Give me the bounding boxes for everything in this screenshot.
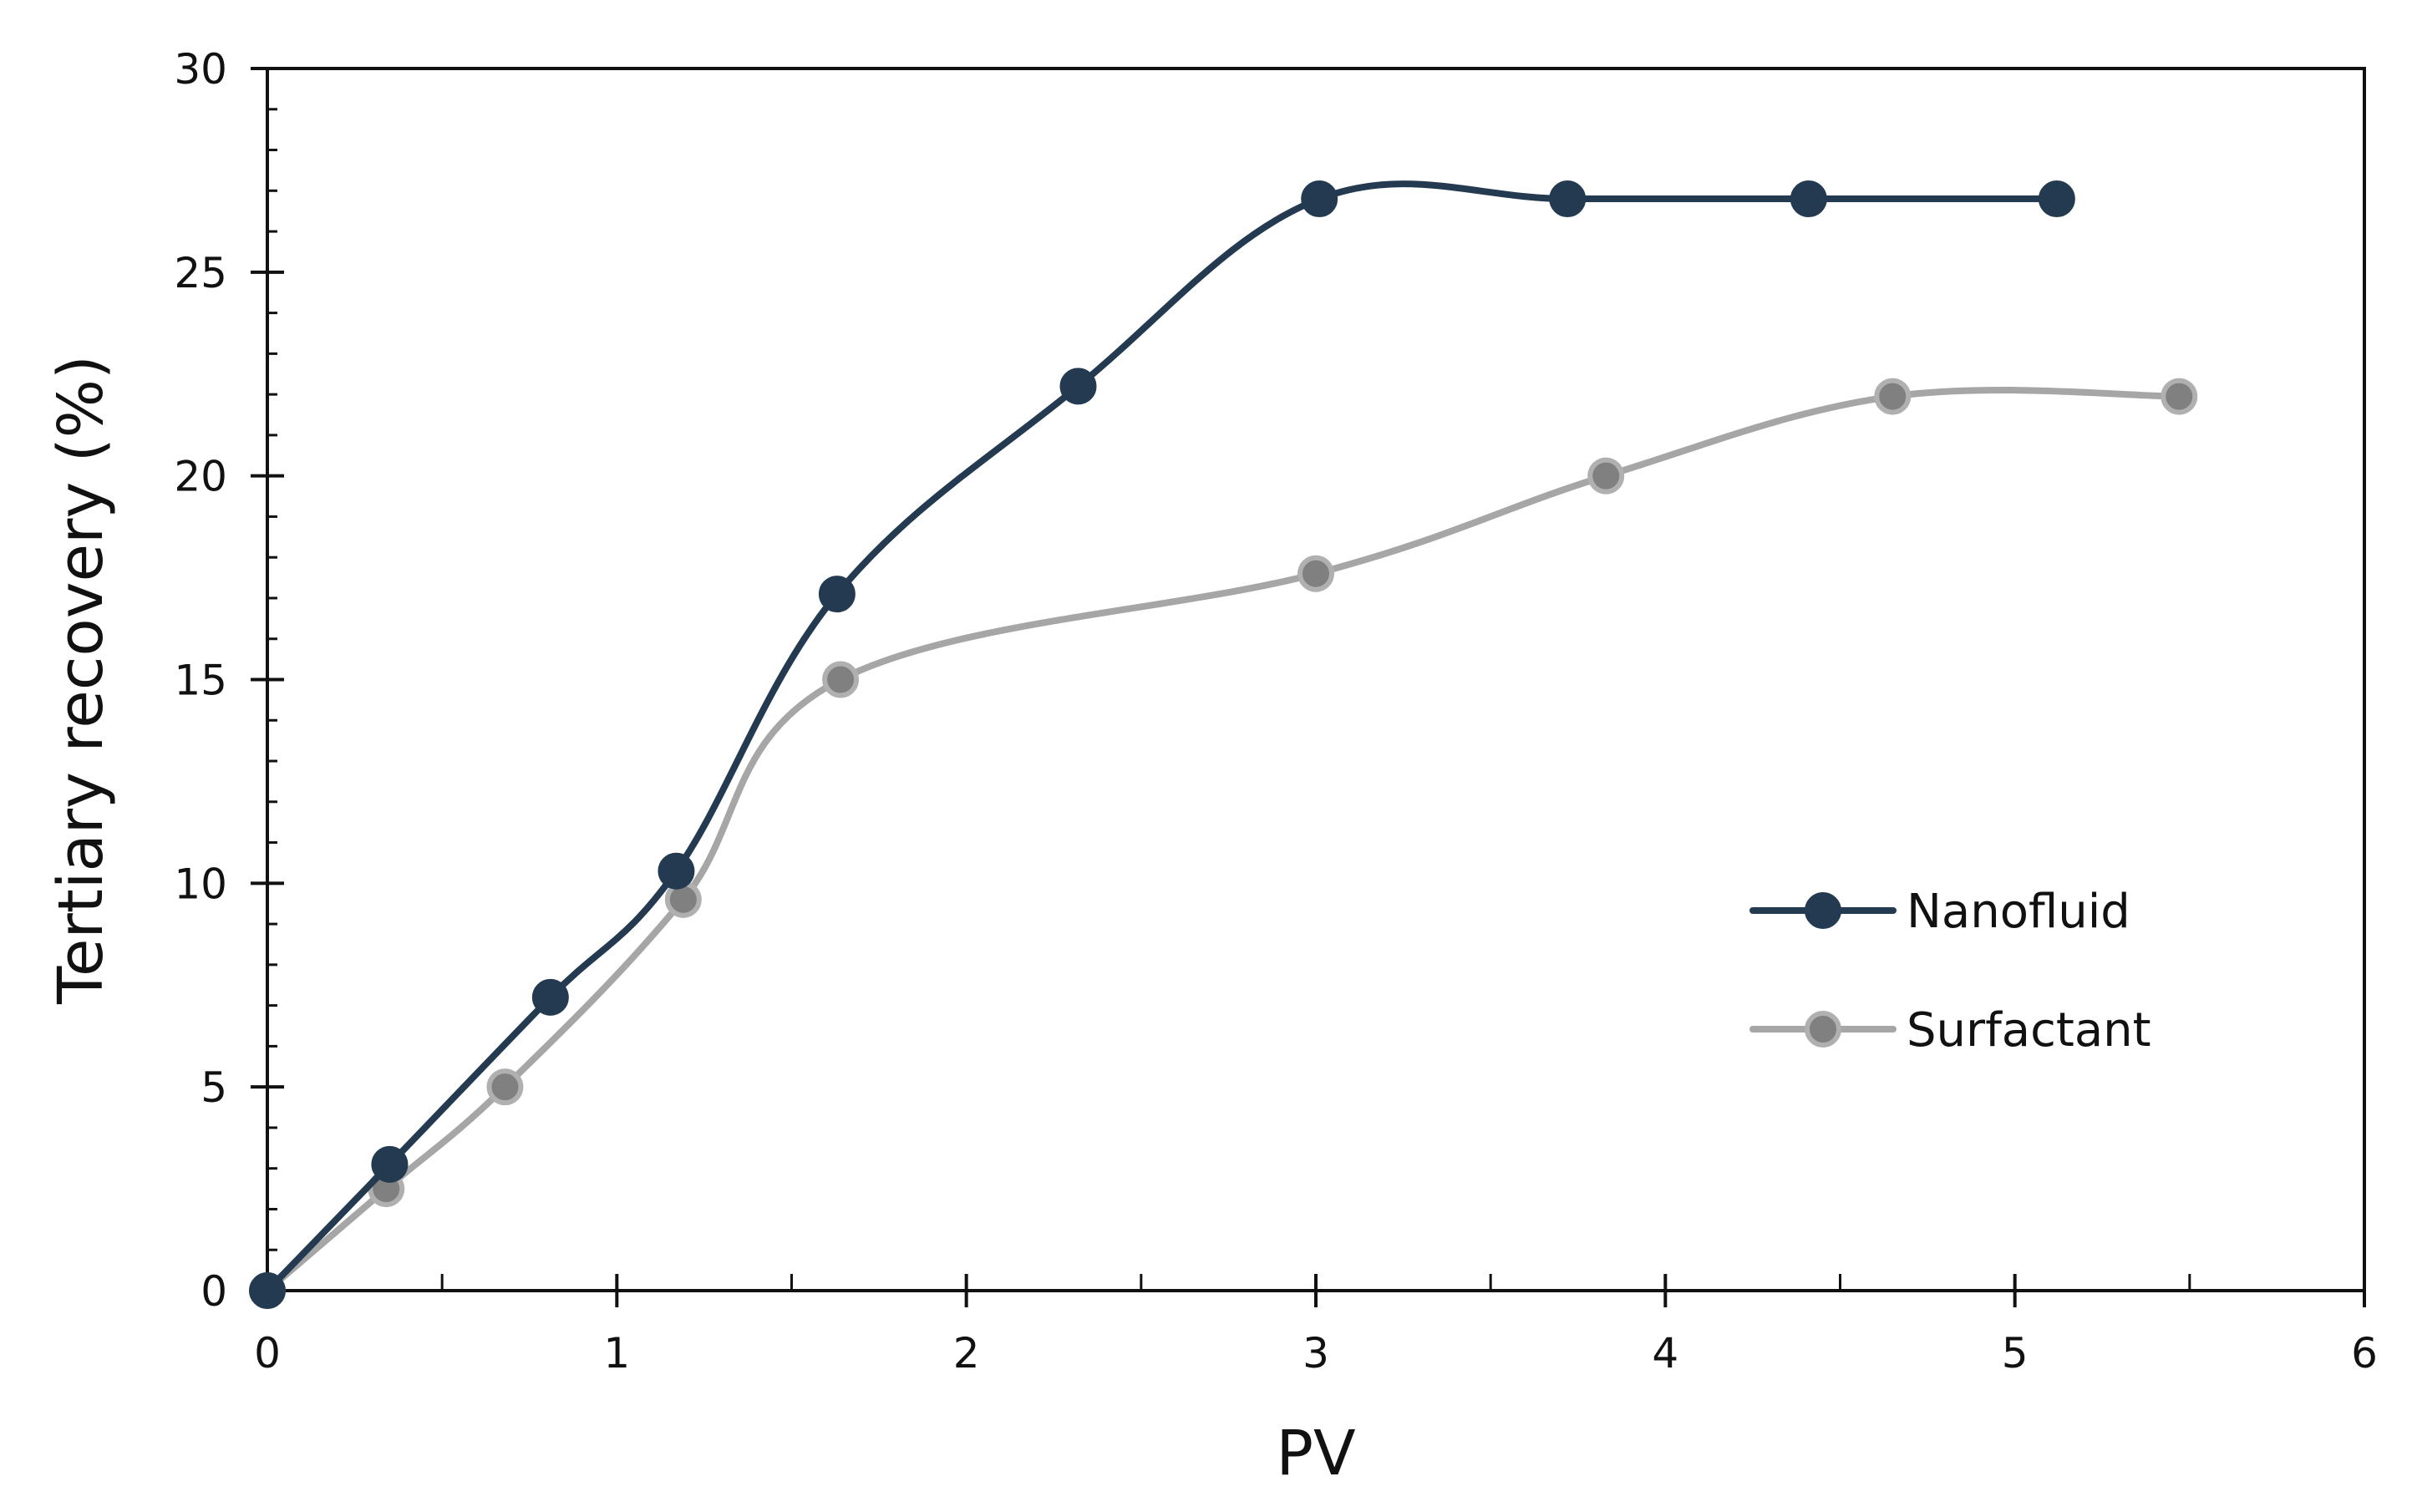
x-tick-label: 1: [603, 1329, 630, 1378]
y-tick-label: 5: [201, 1063, 227, 1112]
data-point-surfactant: [822, 661, 860, 698]
axes-group: 0 5 10 15 20 25 30 0 1 2 3 4 5 6: [174, 45, 2378, 1378]
legend-item-nanofluid: Nanofluid: [1749, 885, 2130, 939]
data-point-nanofluid: [371, 1145, 409, 1183]
data-point-nanofluid: [1059, 368, 1097, 405]
x-tick-label: 2: [953, 1329, 980, 1378]
data-point-surfactant: [1874, 378, 1912, 415]
x-tick-label: 4: [1652, 1329, 1678, 1378]
data-point-surfactant: [1297, 555, 1334, 592]
series-group: [249, 180, 2198, 1309]
data-point-surfactant: [1587, 457, 1625, 495]
data-point-nanofluid: [2038, 180, 2075, 218]
legend-marker-swatch: [1805, 1011, 1841, 1048]
x-tick-label: 5: [2002, 1329, 2029, 1378]
data-point-nanofluid: [658, 852, 695, 890]
series-line-surfactant: [264, 386, 2183, 1294]
x-tick-label: 0: [254, 1329, 281, 1378]
legend: Nanofluid Surfactant: [1749, 885, 2151, 1058]
series-surfactant: [249, 378, 2198, 1309]
legend-item-surfactant: Surfactant: [1749, 1003, 2151, 1058]
y-tick-label: 10: [174, 860, 227, 908]
plot-area-frame: [266, 67, 2366, 1292]
data-point-nanofluid: [1549, 180, 1587, 218]
data-point-surfactant: [486, 1068, 524, 1106]
legend-label: Nanofluid: [1907, 885, 2130, 939]
x-axis-title: PV: [1276, 1418, 1356, 1489]
y-tick-label: 25: [174, 249, 227, 297]
series-line-nanofluid: [264, 180, 2060, 1294]
legend-marker-swatch: [1805, 892, 1841, 929]
data-point-nanofluid: [1301, 180, 1338, 218]
x-tick-label: 3: [1302, 1329, 1329, 1378]
data-point-nanofluid: [531, 978, 569, 1016]
y-tick-label: 30: [174, 45, 227, 94]
y-tick-label: 0: [201, 1267, 227, 1316]
legend-label: Surfactant: [1907, 1003, 2151, 1058]
y-tick-label: 15: [174, 657, 227, 705]
data-point-surfactant: [2161, 378, 2198, 415]
series-nanofluid: [249, 180, 2075, 1309]
data-point-nanofluid: [249, 1272, 286, 1309]
data-point-nanofluid: [818, 576, 856, 613]
data-point-nanofluid: [1790, 180, 1827, 218]
y-tick-label: 20: [174, 453, 227, 501]
x-tick-label: 6: [2351, 1329, 2378, 1378]
y-axis-title: Tertiary recovery (%): [45, 355, 117, 1005]
